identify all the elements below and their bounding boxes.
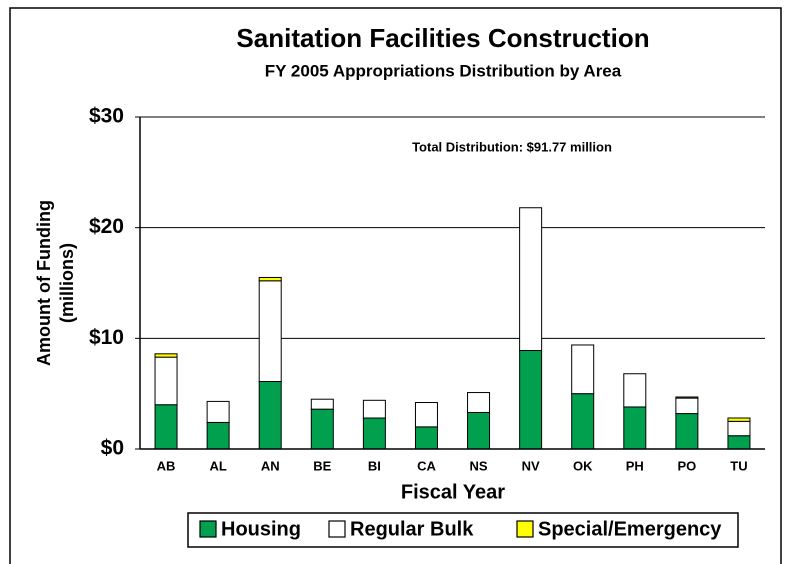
bar-segment [571, 344, 595, 395]
bar-segment [675, 396, 699, 399]
bar-segment [519, 350, 543, 450]
x-tick-label: CA [417, 458, 436, 473]
legend-swatch [516, 520, 534, 538]
bar-segment [258, 380, 282, 450]
bar-segment [623, 373, 647, 408]
x-tick-label: NS [470, 458, 488, 473]
annotation: Total Distribution: $91.77 million [412, 139, 612, 154]
bar-segment [206, 421, 230, 450]
x-axis-label: Fiscal Year [401, 481, 505, 503]
x-tick-label: BI [368, 458, 381, 473]
y-axis-label: (millions) [57, 243, 77, 323]
x-tick-label: AN [261, 458, 280, 473]
bar-segment [414, 402, 438, 428]
legend-label: Regular Bulk [350, 518, 474, 540]
bar-segment [727, 435, 751, 450]
y-tick-label: $30 [89, 105, 124, 128]
chart-subtitle: FY 2005 Appropriations Distribution by A… [265, 61, 622, 80]
bar-segment [362, 417, 386, 450]
legend-swatch [199, 520, 217, 538]
bar-segment [258, 276, 282, 282]
bar-segment [414, 426, 438, 450]
x-tick-label: PH [626, 458, 644, 473]
chart-title: Sanitation Facilities Construction [236, 23, 649, 53]
bar-segment [571, 393, 595, 450]
x-tick-label: PO [677, 458, 696, 473]
x-tick-label: OK [573, 458, 593, 473]
legend-swatch [328, 520, 346, 538]
bar-segment [154, 404, 178, 450]
legend [187, 512, 739, 548]
y-axis-label: Amount of Funding [34, 200, 54, 366]
bar-segment [467, 392, 491, 413]
x-tick-label: AB [157, 458, 176, 473]
bar-segment [206, 400, 230, 423]
legend-label: Special/Emergency [538, 518, 722, 540]
x-tick-label: BE [313, 458, 331, 473]
y-tick-label: $0 [101, 437, 124, 460]
legend-label: Housing [221, 518, 301, 540]
frame [9, 7, 782, 564]
bar-segment [519, 207, 543, 352]
bar-segment [362, 399, 386, 419]
bar-segment [310, 398, 334, 410]
x-tick-label: TU [730, 458, 747, 473]
x-tick-label: NV [522, 458, 540, 473]
y-tick-label: $20 [89, 215, 124, 238]
bar-segment [675, 413, 699, 450]
bar-segment [675, 397, 699, 415]
x-tick-label: AL [209, 458, 226, 473]
bar-segment [154, 353, 178, 358]
bar-segment [258, 280, 282, 382]
bar-segment [623, 406, 647, 450]
bar-segment [310, 408, 334, 450]
bar-segment [467, 411, 491, 450]
bar-segment [727, 417, 751, 422]
y-tick-label: $10 [89, 326, 124, 349]
bar-segment [727, 420, 751, 437]
bar-segment [154, 356, 178, 406]
